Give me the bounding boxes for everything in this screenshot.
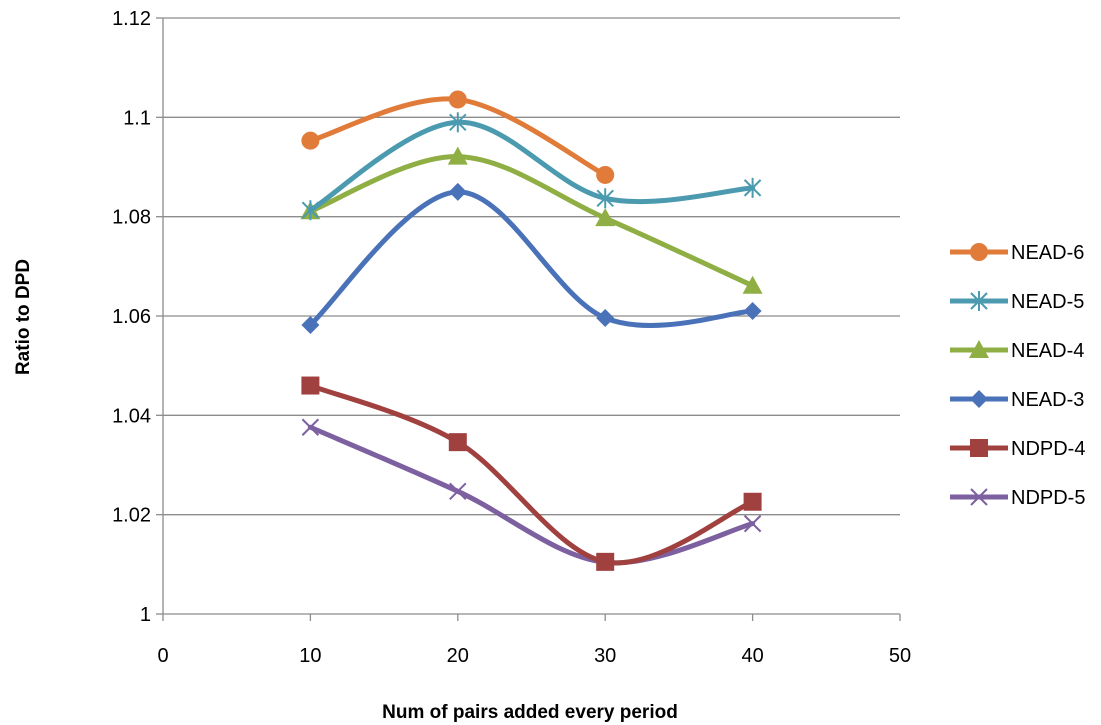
x-tick-label: 20 bbox=[447, 645, 469, 667]
series-line-ndpd-4 bbox=[307, 383, 756, 566]
data-point-nead-5 bbox=[743, 177, 762, 198]
legend-label-nead-4: NEAD-4 bbox=[1011, 340, 1084, 362]
x-tick-label: 30 bbox=[594, 645, 616, 667]
legend-label-nead-5: NEAD-5 bbox=[1011, 291, 1084, 313]
data-point-ndpd-5 bbox=[743, 514, 762, 533]
series-line-nead-4 bbox=[307, 154, 756, 289]
data-point-nead-3 bbox=[448, 182, 467, 201]
y-tick-label: 1.12 bbox=[112, 8, 151, 30]
series-nead-5 bbox=[301, 112, 762, 221]
data-point-ndpd-4 bbox=[596, 552, 615, 571]
data-point-nead-3 bbox=[596, 308, 615, 327]
legend-label-ndpd-5: NDPD-5 bbox=[1011, 487, 1085, 509]
data-point-nead-6 bbox=[596, 165, 615, 184]
y-tick-label: 1 bbox=[140, 604, 151, 626]
legend-marker-ndpd-4 bbox=[970, 439, 988, 457]
data-point-nead-3 bbox=[743, 302, 762, 321]
data-point-nead-5 bbox=[449, 112, 467, 133]
legend-item-ndpd-5: NDPD-5 bbox=[950, 487, 1085, 509]
data-point-nead-6 bbox=[301, 131, 320, 150]
legend-item-nead-6: NEAD-6 bbox=[950, 242, 1084, 264]
data-point-nead-5 bbox=[596, 188, 614, 209]
legend-label-nead-6: NEAD-6 bbox=[1011, 242, 1084, 264]
data-point-nead-5 bbox=[301, 200, 320, 221]
legend-marker-nead-6 bbox=[970, 243, 988, 261]
y-tick-label: 1.06 bbox=[112, 306, 151, 328]
legend-marker-ndpd-5 bbox=[970, 488, 988, 506]
y-axis-title: Ratio to DPD bbox=[13, 259, 34, 375]
x-tick-label: 10 bbox=[299, 645, 321, 667]
legend: NEAD-6 NEAD-5 NEAD-4 NEAD-3 NDPD-4 NDPD-5 bbox=[950, 242, 1085, 509]
legend-item-nead-3: NEAD-3 bbox=[950, 389, 1084, 411]
series-ndpd-5 bbox=[301, 418, 762, 572]
x-tick-label: 0 bbox=[157, 645, 168, 667]
series-line-ndpd-5 bbox=[307, 424, 756, 566]
series-line-nead-3 bbox=[307, 189, 756, 328]
data-point-ndpd-5 bbox=[449, 482, 467, 501]
legend-item-ndpd-4: NDPD-4 bbox=[950, 438, 1085, 460]
series-line-nead-5 bbox=[307, 119, 756, 213]
x-axis-title: Num of pairs added every period bbox=[382, 702, 678, 723]
x-tick-label: 40 bbox=[741, 645, 763, 667]
data-point-ndpd-4 bbox=[301, 376, 320, 395]
series-group bbox=[300, 90, 763, 572]
series-nead-6 bbox=[301, 90, 615, 184]
data-point-ndpd-4 bbox=[743, 492, 762, 511]
series-nead-3 bbox=[301, 182, 762, 334]
y-tick-label: 1.1 bbox=[123, 107, 151, 129]
data-point-nead-6 bbox=[448, 90, 467, 109]
axes: 1 1.02 1.04 1.06 1.08 1.1 1.12 0 10 20 30 40 50 bbox=[112, 8, 911, 667]
y-tick-label: 1.08 bbox=[112, 207, 151, 229]
data-point-nead-4 bbox=[595, 208, 616, 227]
legend-marker-nead-4 bbox=[969, 340, 989, 358]
gridlines bbox=[163, 17, 900, 516]
series-nead-4 bbox=[300, 146, 763, 294]
data-point-nead-4 bbox=[447, 146, 468, 165]
y-tick-label: 1.02 bbox=[112, 505, 151, 527]
data-point-nead-4 bbox=[742, 275, 763, 294]
data-point-nead-3 bbox=[301, 315, 320, 334]
legend-marker-nead-5 bbox=[970, 291, 988, 311]
legend-item-nead-4: NEAD-4 bbox=[950, 340, 1084, 362]
legend-label-ndpd-4: NDPD-4 bbox=[1011, 438, 1085, 460]
legend-label-nead-3: NEAD-3 bbox=[1011, 389, 1084, 411]
data-point-ndpd-5 bbox=[301, 418, 320, 436]
data-point-ndpd-4 bbox=[448, 433, 467, 452]
x-tick-label: 50 bbox=[889, 645, 911, 667]
legend-item-nead-5: NEAD-5 bbox=[950, 291, 1084, 313]
legend-marker-nead-3 bbox=[970, 390, 988, 408]
series-ndpd-4 bbox=[301, 376, 762, 571]
y-tick-label: 1.04 bbox=[112, 405, 151, 427]
